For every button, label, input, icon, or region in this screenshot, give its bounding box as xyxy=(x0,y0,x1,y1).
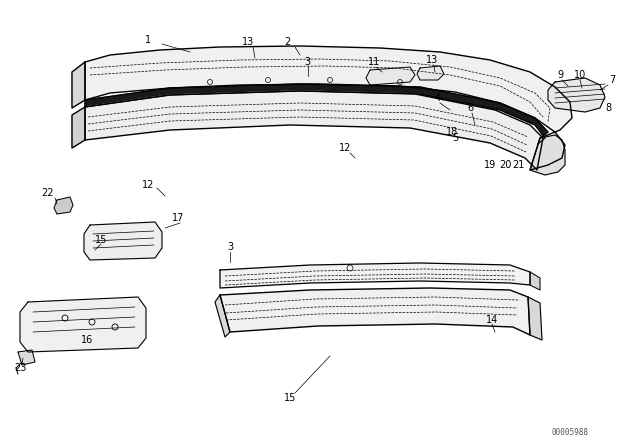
Polygon shape xyxy=(85,46,572,170)
Text: 5: 5 xyxy=(452,133,458,143)
Text: 23: 23 xyxy=(14,363,26,373)
Text: 18: 18 xyxy=(446,127,458,137)
Text: 22: 22 xyxy=(42,188,54,198)
Polygon shape xyxy=(417,66,444,80)
Text: 7: 7 xyxy=(609,75,615,85)
Text: 9: 9 xyxy=(557,70,563,80)
Text: 13: 13 xyxy=(242,37,254,47)
Text: 3: 3 xyxy=(304,57,310,67)
Text: 2: 2 xyxy=(284,37,290,47)
Text: 19: 19 xyxy=(484,160,496,170)
Text: 12: 12 xyxy=(142,180,154,190)
Text: 12: 12 xyxy=(339,143,351,153)
Text: 00005988: 00005988 xyxy=(552,427,589,436)
Polygon shape xyxy=(220,288,530,335)
Text: 11: 11 xyxy=(368,57,380,67)
Text: 13: 13 xyxy=(426,55,438,65)
Text: 4: 4 xyxy=(435,93,441,103)
Text: 10: 10 xyxy=(574,70,586,80)
Text: 20: 20 xyxy=(499,160,511,170)
Polygon shape xyxy=(72,107,85,148)
Polygon shape xyxy=(215,295,230,337)
Polygon shape xyxy=(530,272,540,290)
Text: 8: 8 xyxy=(605,103,611,113)
Polygon shape xyxy=(85,91,543,170)
Text: 16: 16 xyxy=(81,335,93,345)
Text: 15: 15 xyxy=(284,393,296,403)
Text: 17: 17 xyxy=(172,213,184,223)
Text: 1: 1 xyxy=(145,35,151,45)
Text: 15: 15 xyxy=(95,235,107,245)
Polygon shape xyxy=(54,197,73,214)
Polygon shape xyxy=(85,84,548,144)
Polygon shape xyxy=(84,222,162,260)
Text: 21: 21 xyxy=(512,160,524,170)
Polygon shape xyxy=(366,67,415,85)
Text: 14: 14 xyxy=(486,315,498,325)
Polygon shape xyxy=(530,135,565,175)
Polygon shape xyxy=(220,263,530,288)
Polygon shape xyxy=(72,62,85,108)
Polygon shape xyxy=(528,297,542,340)
Text: 3: 3 xyxy=(227,242,233,252)
Polygon shape xyxy=(20,297,146,352)
Polygon shape xyxy=(18,350,35,365)
Polygon shape xyxy=(548,78,605,112)
Text: 6: 6 xyxy=(467,103,473,113)
